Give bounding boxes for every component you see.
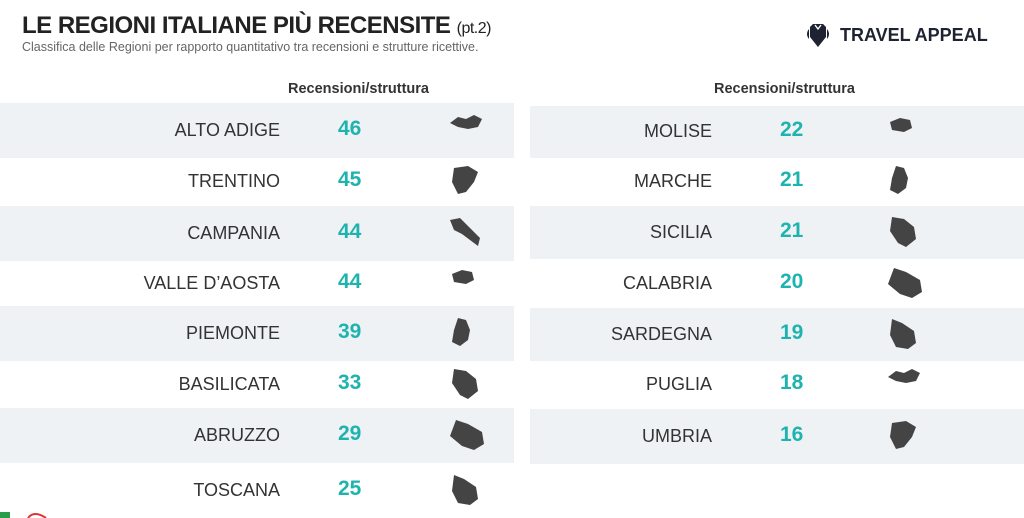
region-name: CAMPANIA xyxy=(187,222,280,243)
title-suffix: (pt.2) xyxy=(456,20,492,37)
page-title: LE REGIONI ITALIANE PIÙ RECENSITE (pt.2) xyxy=(22,12,491,40)
region-value: 44 xyxy=(338,219,362,243)
region-map-icon xyxy=(452,317,470,346)
region-name: SARDEGNA xyxy=(610,323,712,344)
region-name: MARCHE xyxy=(633,171,712,191)
region-name: ALTO ADIGE xyxy=(174,119,280,140)
italian-flag-decoration xyxy=(0,512,47,518)
region-map-icon xyxy=(452,166,478,194)
logo-text: TRAVEL APPEAL xyxy=(840,24,988,45)
region-map-icon xyxy=(890,420,916,449)
region-map-icon xyxy=(450,419,484,450)
region-map-icon xyxy=(890,318,916,349)
region-map-icon xyxy=(890,166,908,194)
region-value: 33 xyxy=(338,370,362,394)
region-value: 19 xyxy=(780,320,804,344)
region-value: 25 xyxy=(338,476,362,500)
left-column-header: Recensioni/struttura xyxy=(288,81,429,97)
region-name: CALABRIA xyxy=(622,272,712,293)
region-name: TOSCANA xyxy=(193,479,280,500)
table-row: ABRUZZO 29 xyxy=(0,408,514,463)
right-column-header: Recensioni/struttura xyxy=(714,81,855,97)
region-name: MOLISE xyxy=(643,121,712,141)
region-value: 20 xyxy=(780,269,804,293)
region-name: BASILICATA xyxy=(178,373,280,394)
table-row: TRENTINO 45 xyxy=(0,158,514,206)
table-row: SICILIA 21 xyxy=(530,206,1024,259)
region-name: VALLE D’AOSTA xyxy=(143,272,280,293)
title-text: LE REGIONI ITALIANE PIÙ RECENSITE xyxy=(22,12,451,39)
region-value: 39 xyxy=(338,319,362,343)
table-row: TOSCANA 25 xyxy=(0,463,514,518)
region-value: 22 xyxy=(780,118,804,141)
region-map-icon xyxy=(450,217,480,246)
table-row: SARDEGNA 19 xyxy=(530,308,1024,361)
region-map-icon xyxy=(452,474,478,505)
region-name: TRENTINO xyxy=(188,171,280,191)
subtitle: Classifica delle Regioni per rapporto qu… xyxy=(22,40,479,54)
region-map-icon xyxy=(888,369,920,383)
region-map-icon xyxy=(452,269,474,284)
region-name: PIEMONTE xyxy=(185,322,280,343)
region-map-icon xyxy=(450,114,482,129)
region-value: 29 xyxy=(338,421,362,445)
left-table: ALTO ADIGE 46 TRENTINO 45 CAMPANIA 44 VALLE D’… xyxy=(0,100,514,518)
table-row: ALTO ADIGE 46 xyxy=(0,103,514,158)
table-row: UMBRIA 16 xyxy=(530,409,1024,464)
region-map-icon xyxy=(888,267,922,298)
region-value: 16 xyxy=(780,422,804,446)
region-value: 45 xyxy=(338,168,362,191)
shield-pin-icon xyxy=(807,24,829,47)
region-value: 21 xyxy=(780,168,804,191)
region-name: ABRUZZO xyxy=(193,424,280,445)
table-row: MOLISE 22 xyxy=(530,106,1024,158)
region-value: 46 xyxy=(338,116,362,140)
right-table: MOLISE 22 MARCHE 21 SICILIA 21 CALABRIA 20 SARDE… xyxy=(530,100,1024,518)
region-name: UMBRIA xyxy=(641,425,712,446)
region-map-icon xyxy=(452,368,478,399)
table-row: CALABRIA 20 xyxy=(530,259,1024,308)
region-value: 44 xyxy=(338,269,362,293)
region-map-icon xyxy=(890,216,916,247)
region-value: 18 xyxy=(780,371,804,394)
table-row: VALLE D’AOSTA 44 xyxy=(0,261,514,306)
table-row: CAMPANIA 44 xyxy=(0,206,514,261)
region-name: SICILIA xyxy=(649,221,712,242)
region-name: PUGLIA xyxy=(645,374,712,394)
table-row: PIEMONTE 39 xyxy=(0,306,514,361)
logo: TRAVEL APPEAL xyxy=(804,22,988,48)
region-value: 21 xyxy=(780,218,804,242)
table-row: BASILICATA 33 xyxy=(0,361,514,408)
region-map-icon xyxy=(890,118,912,132)
table-row: MARCHE 21 xyxy=(530,158,1024,206)
table-row: PUGLIA 18 xyxy=(530,361,1024,409)
